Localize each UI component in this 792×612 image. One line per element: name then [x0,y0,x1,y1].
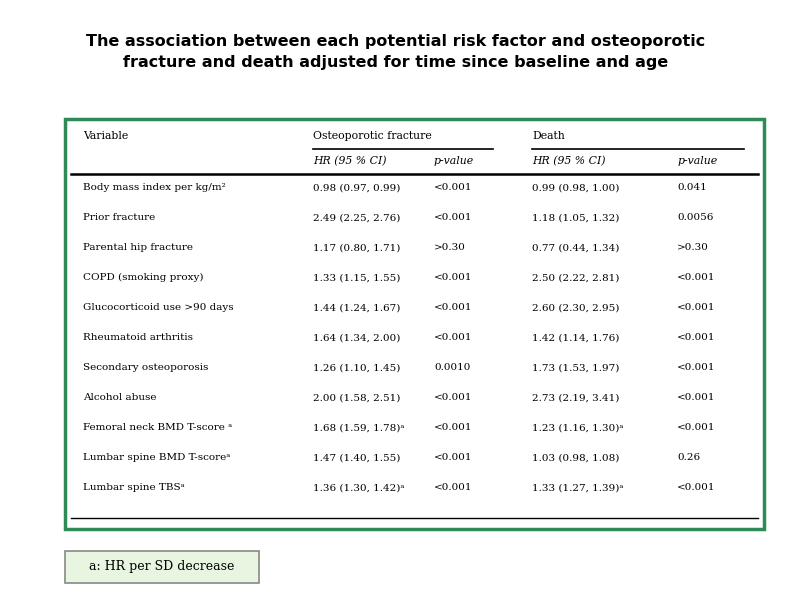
Text: 1.26 (1.10, 1.45): 1.26 (1.10, 1.45) [313,364,400,372]
Text: 0.26: 0.26 [677,453,700,462]
Text: Glucocorticoid use >90 days: Glucocorticoid use >90 days [83,304,234,312]
Text: <0.001: <0.001 [677,274,716,282]
Text: <0.001: <0.001 [677,394,716,402]
Text: 1.64 (1.34, 2.00): 1.64 (1.34, 2.00) [313,334,400,342]
Text: 1.73 (1.53, 1.97): 1.73 (1.53, 1.97) [532,364,619,372]
Text: <0.001: <0.001 [434,214,473,222]
Text: <0.001: <0.001 [434,453,473,462]
Text: HR (95 % CI): HR (95 % CI) [313,156,386,166]
Text: 0.0010: 0.0010 [434,364,470,372]
Text: <0.001: <0.001 [434,334,473,342]
Text: <0.001: <0.001 [434,304,473,312]
Text: 1.44 (1.24, 1.67): 1.44 (1.24, 1.67) [313,304,400,312]
Text: 1.33 (1.15, 1.55): 1.33 (1.15, 1.55) [313,274,400,282]
Text: Rheumatoid arthritis: Rheumatoid arthritis [83,334,193,342]
Text: The association between each potential risk factor and osteoporotic: The association between each potential r… [86,34,706,49]
Text: Variable: Variable [83,132,128,141]
Text: p-value: p-value [677,156,718,166]
Text: 0.0056: 0.0056 [677,214,714,222]
Text: 1.03 (0.98, 1.08): 1.03 (0.98, 1.08) [532,453,619,462]
Text: Death: Death [532,132,565,141]
Text: 1.23 (1.16, 1.30)ᵃ: 1.23 (1.16, 1.30)ᵃ [532,424,624,432]
Text: <0.001: <0.001 [434,483,473,492]
Text: 0.99 (0.98, 1.00): 0.99 (0.98, 1.00) [532,184,619,192]
Text: <0.001: <0.001 [434,424,473,432]
Text: COPD (smoking proxy): COPD (smoking proxy) [83,274,204,282]
Text: 2.50 (2.22, 2.81): 2.50 (2.22, 2.81) [532,274,619,282]
Text: HR (95 % CI): HR (95 % CI) [532,156,606,166]
Text: 1.42 (1.14, 1.76): 1.42 (1.14, 1.76) [532,334,619,342]
Text: >0.30: >0.30 [677,244,709,252]
Text: 1.68 (1.59, 1.78)ᵃ: 1.68 (1.59, 1.78)ᵃ [313,424,405,432]
Text: 2.00 (1.58, 2.51): 2.00 (1.58, 2.51) [313,394,400,402]
Text: Alcohol abuse: Alcohol abuse [83,394,157,402]
Text: 0.77 (0.44, 1.34): 0.77 (0.44, 1.34) [532,244,619,252]
Text: <0.001: <0.001 [677,364,716,372]
Text: p-value: p-value [434,156,474,166]
Text: 1.33 (1.27, 1.39)ᵃ: 1.33 (1.27, 1.39)ᵃ [532,483,624,492]
Text: Prior fracture: Prior fracture [83,214,155,222]
Text: 0.98 (0.97, 0.99): 0.98 (0.97, 0.99) [313,184,400,192]
Text: >0.30: >0.30 [434,244,466,252]
Text: Lumbar spine TBSᵃ: Lumbar spine TBSᵃ [83,483,185,492]
Text: 2.73 (2.19, 3.41): 2.73 (2.19, 3.41) [532,394,619,402]
Text: a: HR per SD decrease: a: HR per SD decrease [89,560,234,573]
Text: fracture and death adjusted for time since baseline and age: fracture and death adjusted for time sin… [124,55,668,70]
Text: Body mass index per kg/m²: Body mass index per kg/m² [83,184,226,192]
Text: Lumbar spine BMD T-scoreᵃ: Lumbar spine BMD T-scoreᵃ [83,453,230,462]
Text: 2.49 (2.25, 2.76): 2.49 (2.25, 2.76) [313,214,400,222]
Text: 1.36 (1.30, 1.42)ᵃ: 1.36 (1.30, 1.42)ᵃ [313,483,405,492]
Text: Secondary osteoporosis: Secondary osteoporosis [83,364,208,372]
Text: <0.001: <0.001 [677,304,716,312]
Text: Femoral neck BMD T-score ᵃ: Femoral neck BMD T-score ᵃ [83,424,232,432]
Text: 1.18 (1.05, 1.32): 1.18 (1.05, 1.32) [532,214,619,222]
Text: 2.60 (2.30, 2.95): 2.60 (2.30, 2.95) [532,304,619,312]
Text: 0.041: 0.041 [677,184,707,192]
Text: <0.001: <0.001 [677,483,716,492]
Text: 1.17 (0.80, 1.71): 1.17 (0.80, 1.71) [313,244,400,252]
Text: <0.001: <0.001 [434,274,473,282]
Text: <0.001: <0.001 [677,424,716,432]
Text: <0.001: <0.001 [434,184,473,192]
Text: <0.001: <0.001 [434,394,473,402]
Text: Parental hip fracture: Parental hip fracture [83,244,193,252]
Text: 1.47 (1.40, 1.55): 1.47 (1.40, 1.55) [313,453,400,462]
Text: Osteoporotic fracture: Osteoporotic fracture [313,132,432,141]
Text: <0.001: <0.001 [677,334,716,342]
